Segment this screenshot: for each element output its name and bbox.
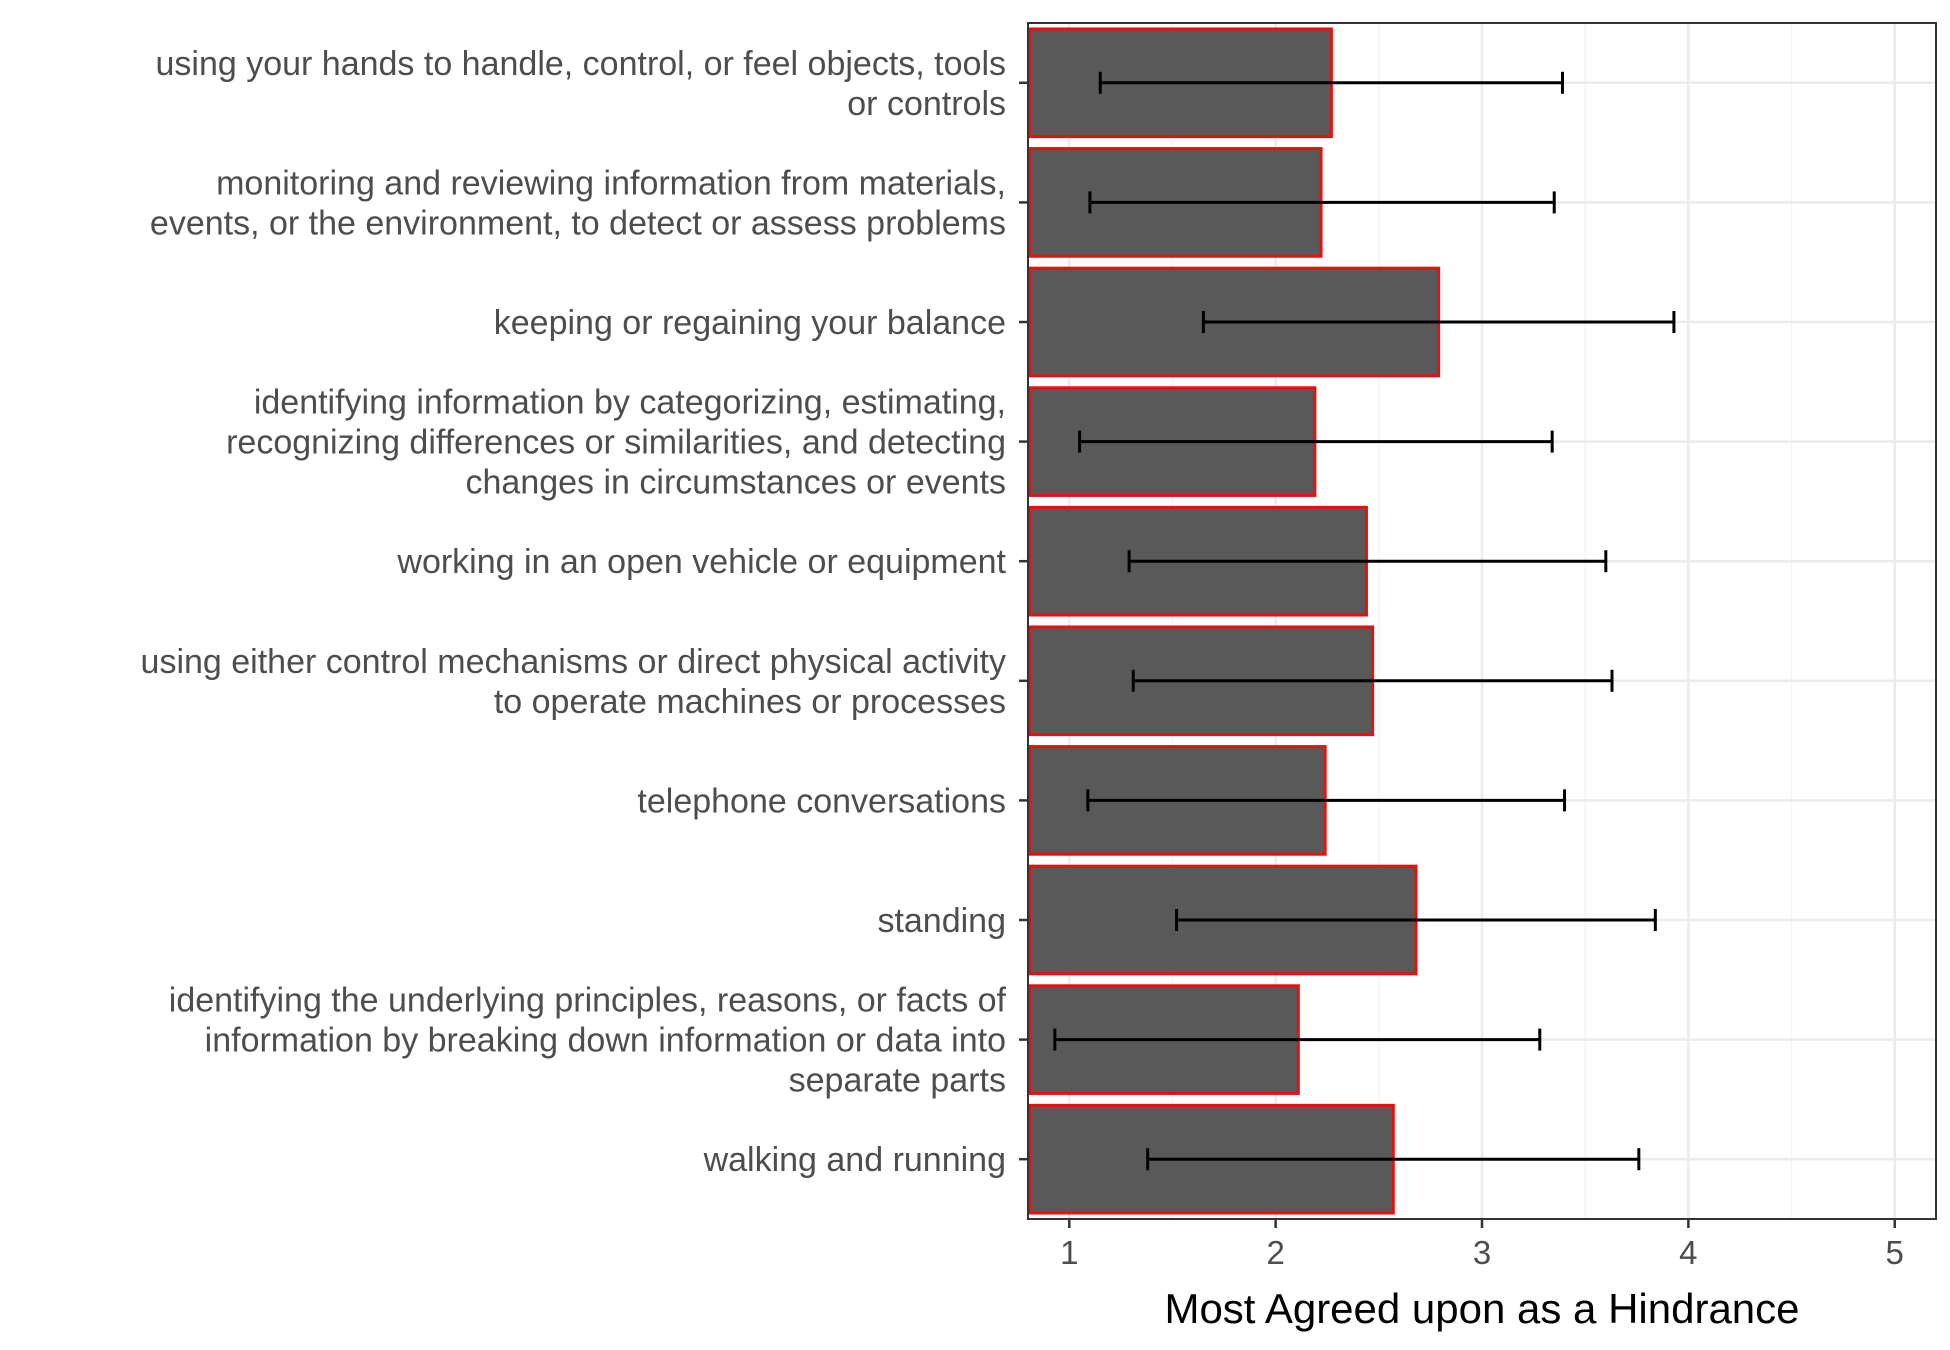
error-bar xyxy=(1086,789,1567,812)
y-tick-label-line: recognizing differences or similarities,… xyxy=(226,424,1006,462)
error-bar xyxy=(1078,430,1554,453)
error-bar xyxy=(1088,191,1556,214)
y-tick-label-line: information by breaking down information… xyxy=(205,1022,1006,1060)
y-tick-label-line: changes in circumstances or events xyxy=(466,464,1006,502)
y-tick-label: monitoring and reviewing information fro… xyxy=(150,164,1006,242)
y-axis-labels: using your hands to handle, control, or … xyxy=(141,45,1007,1179)
x-tick-label: 5 xyxy=(1886,1234,1904,1271)
y-tick-label-line: standing xyxy=(877,902,1006,940)
y-tick-label: using either control mechanisms or direc… xyxy=(141,643,1006,721)
y-axis-ticks xyxy=(1019,81,1028,1161)
error-bar xyxy=(1127,550,1608,573)
x-tick-label: 1 xyxy=(1060,1234,1078,1271)
y-tick-label-line: to operate machines or processes xyxy=(494,683,1006,721)
y-tick-label-line: working in an open vehicle or equipment xyxy=(396,543,1006,581)
error-bar xyxy=(1053,1028,1542,1051)
y-tick-label: keeping or regaining your balance xyxy=(494,304,1006,342)
y-tick-label: telephone conversations xyxy=(637,782,1006,820)
y-tick-label: walking and running xyxy=(703,1141,1006,1179)
y-tick-label: using your hands to handle, control, or … xyxy=(155,45,1006,123)
error-bars xyxy=(1053,71,1676,1171)
y-tick-label-line: telephone conversations xyxy=(637,782,1006,820)
y-tick-label-line: or controls xyxy=(847,85,1006,123)
error-bar xyxy=(1201,311,1676,333)
x-tick-label: 3 xyxy=(1473,1234,1491,1271)
y-tick-label-line: using either control mechanisms or direc… xyxy=(141,643,1006,681)
x-tick-label: 4 xyxy=(1679,1234,1697,1271)
y-tick-label-line: identifying information by categorizing,… xyxy=(254,384,1006,422)
y-tick-label-line: identifying the underlying principles, r… xyxy=(169,982,1007,1020)
y-tick-label-line: monitoring and reviewing information fro… xyxy=(216,164,1006,202)
x-tick-label: 2 xyxy=(1266,1234,1284,1271)
y-tick-label-line: events, or the environment, to detect or… xyxy=(150,204,1006,242)
y-tick-label: identifying information by categorizing,… xyxy=(226,384,1006,502)
x-axis-labels: 1 2 3 4 5 xyxy=(1060,1234,1904,1271)
y-tick-label-line: walking and running xyxy=(703,1141,1006,1179)
error-bar xyxy=(1175,909,1657,931)
y-tick-label-line: using your hands to handle, control, or … xyxy=(155,45,1006,83)
y-tick-label-line: keeping or regaining your balance xyxy=(494,304,1006,342)
x-axis-ticks xyxy=(1068,1219,1896,1228)
x-axis-title: Most Agreed upon as a Hindrance xyxy=(1164,1285,1799,1332)
y-tick-label-line: separate parts xyxy=(789,1062,1006,1100)
y-tick-label: working in an open vehicle or equipment xyxy=(396,543,1006,581)
error-bar xyxy=(1131,669,1614,692)
y-tick-label: standing xyxy=(877,902,1006,940)
error-bar xyxy=(1098,71,1564,94)
y-tick-label: identifying the underlying principles, r… xyxy=(169,982,1007,1100)
error-bar xyxy=(1146,1148,1641,1171)
